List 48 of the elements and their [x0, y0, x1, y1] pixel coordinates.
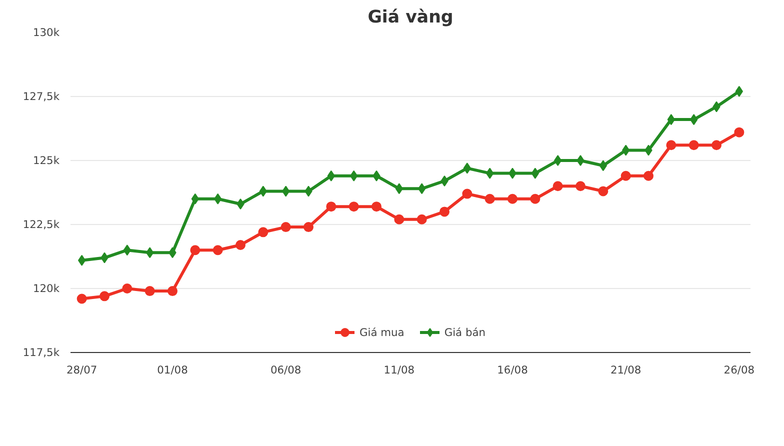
point [258, 227, 268, 238]
point [212, 245, 223, 256]
x-tick-label: 21/08 [610, 364, 642, 376]
x-tick-label: 16/08 [497, 364, 528, 376]
point [372, 202, 382, 212]
point [348, 202, 359, 212]
point [530, 194, 540, 204]
point [326, 202, 336, 212]
point [190, 245, 200, 256]
point [576, 181, 586, 192]
point [280, 222, 291, 232]
point [598, 186, 608, 196]
point [76, 294, 87, 304]
x-tick-label: 26/08 [724, 364, 755, 376]
chart-title: Giá vàng [368, 8, 454, 28]
point [440, 206, 450, 217]
point [620, 170, 631, 181]
y-tick-label: 117,5k [22, 346, 60, 359]
point [554, 155, 562, 166]
point [712, 140, 722, 150]
point [100, 291, 110, 302]
x-tick-label: 01/08 [157, 364, 188, 376]
point [144, 286, 155, 296]
point [168, 286, 178, 296]
legend-label: Giá bán [444, 326, 486, 338]
point [416, 214, 427, 224]
legend-label: Giá mua [360, 326, 404, 338]
y-tick-label: 120k [32, 282, 60, 295]
y-tick-label: 125k [32, 154, 60, 167]
point [304, 222, 314, 232]
y-tick-label: 130k [32, 26, 60, 39]
point [734, 127, 744, 138]
point [484, 194, 495, 204]
x-tick-label: 11/08 [384, 364, 415, 376]
point [394, 214, 404, 224]
point [122, 284, 132, 294]
point [462, 188, 472, 199]
point [552, 181, 563, 192]
point [644, 170, 654, 181]
point [576, 155, 584, 166]
point [666, 140, 676, 150]
x-tick-label: 28/07 [66, 364, 98, 376]
point [236, 240, 246, 250]
y-tick-label: 122,5k [22, 218, 60, 231]
y-tick-label: 127,5k [22, 90, 60, 103]
x-tick-label: 06/08 [270, 364, 302, 376]
point [508, 194, 518, 204]
point [688, 140, 699, 150]
